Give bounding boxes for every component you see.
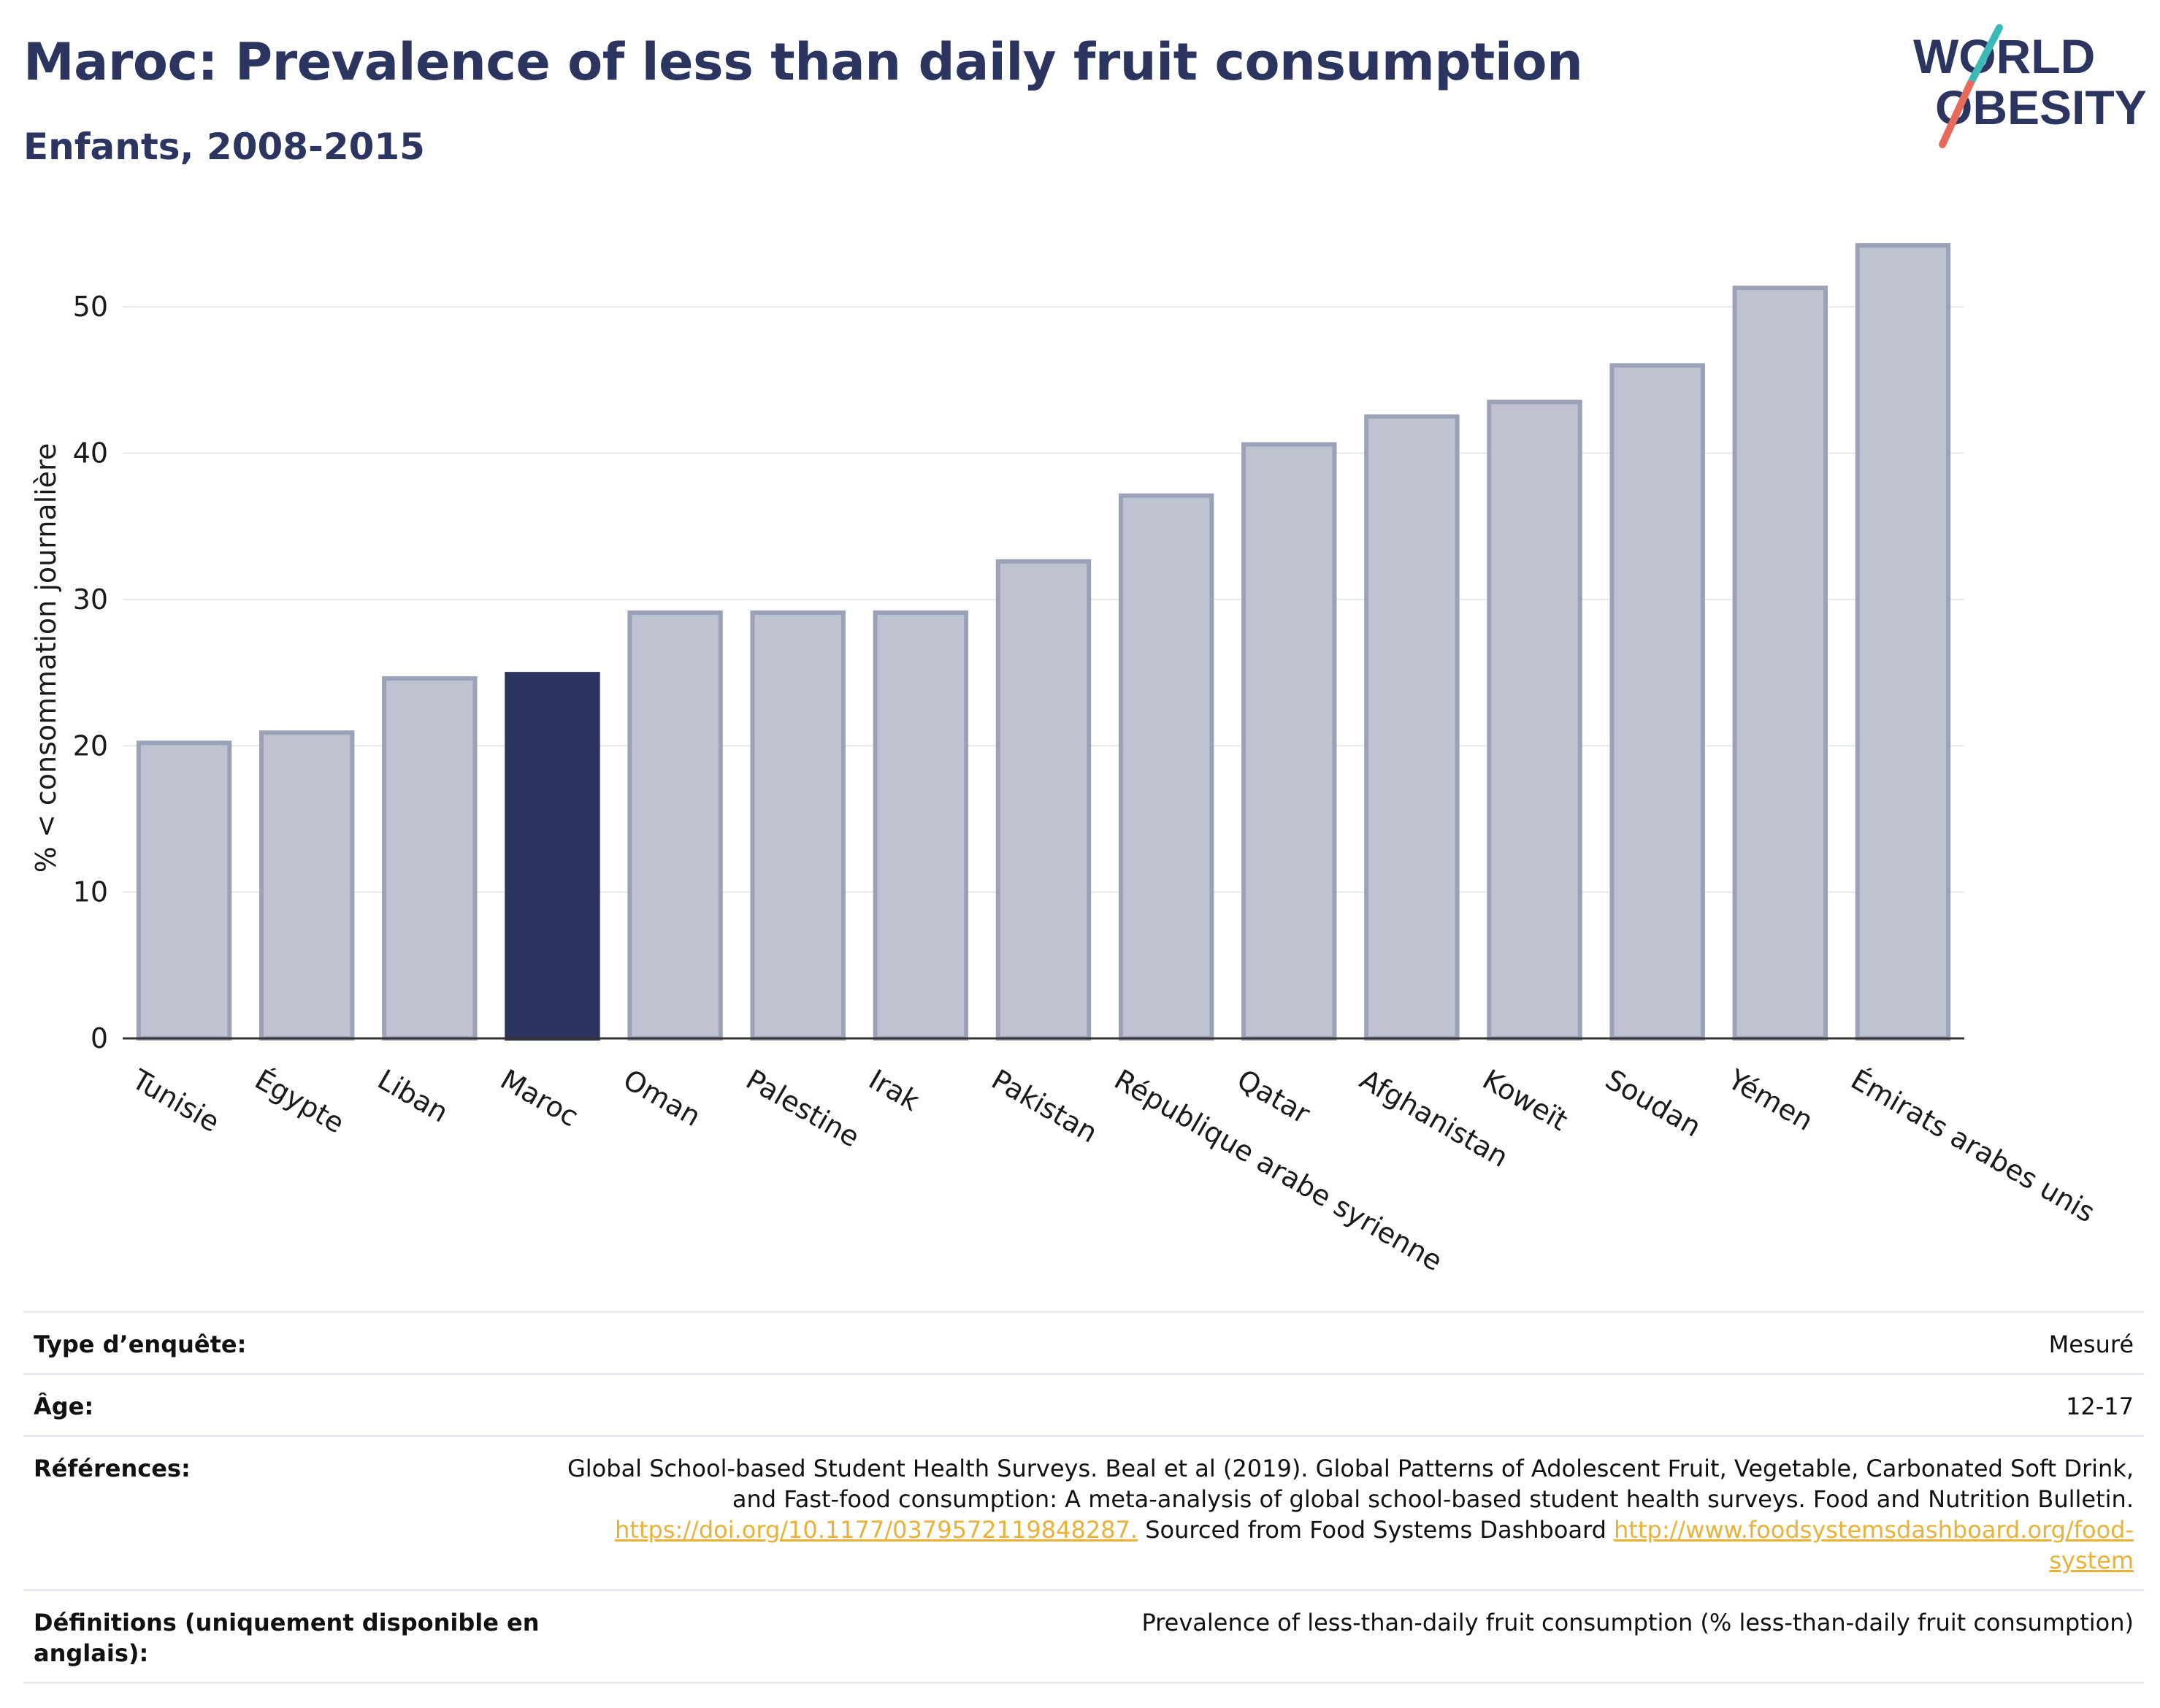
y-tick-label: 30	[73, 583, 108, 616]
bar-afghanistan	[1364, 414, 1460, 1041]
bar-irak	[873, 610, 969, 1041]
x-tick-labels: Tunisie Égypte Liban Maroc Oman PalestineIrak…	[126, 1062, 2101, 1277]
x-tick-label: Maroc	[495, 1063, 584, 1133]
doi-link[interactable]: https://doi.org/10.1177/0379572119848287…	[615, 1516, 1138, 1544]
x-tick-label: Yémen	[1722, 1062, 1818, 1137]
references-label: Références:	[34, 1455, 191, 1482]
bar-pakistan	[995, 559, 1092, 1041]
logo-slash-red	[1939, 80, 1974, 148]
definitions-label: Définitions (uniquement disponible en an…	[34, 1609, 540, 1667]
references-value: Global School-based Student Health Surve…	[564, 1453, 2134, 1576]
bar-yémen	[1732, 286, 1828, 1041]
x-tick-label: Qatar	[1232, 1063, 1316, 1130]
references-row: Références: Global School-based Student …	[23, 1435, 2144, 1589]
bar-oman	[627, 610, 723, 1041]
bar-palestine	[750, 610, 846, 1041]
logo-slash-teal	[1966, 24, 2003, 88]
y-tick-label: 50	[73, 291, 108, 323]
chart-subtitle: Enfants, 2008-2015	[23, 126, 425, 168]
y-tick-label: 40	[73, 437, 108, 470]
x-tick-label: Émirats arabes unis	[1845, 1063, 2100, 1229]
bar-koweït	[1487, 399, 1582, 1041]
bar-soudan	[1609, 363, 1705, 1041]
bar-qatar	[1241, 442, 1337, 1041]
definitions-value: Prevalence of less-than-daily fruit cons…	[1141, 1609, 2134, 1636]
chart-title: Maroc: Prevalence of less than daily fru…	[23, 32, 1583, 92]
survey-type-value: Mesuré	[2048, 1330, 2134, 1358]
age-label: Âge:	[34, 1393, 94, 1420]
x-tick-label: Égypte	[250, 1063, 350, 1140]
x-tick-label: Palestine	[740, 1063, 865, 1154]
references-text: Global School-based Student Health Surve…	[567, 1455, 2134, 1513]
x-tick-label: Pakistan	[987, 1063, 1103, 1149]
world-obesity-logo: WORLD OBESITY	[1913, 24, 2147, 148]
definitions-row: Définitions (uniquement disponible en an…	[23, 1589, 2144, 1684]
y-tick-labels: 0 10 20 30 40 50	[73, 291, 108, 1054]
logo-line1: WORLD	[1913, 29, 2095, 83]
references-source-text: Sourced from Food Systems Dashboard	[1145, 1516, 1606, 1544]
x-tick-label: Soudan	[1600, 1063, 1707, 1144]
bar-maroc	[505, 672, 600, 1041]
survey-type-label: Type d’enquête:	[34, 1330, 247, 1358]
y-tick-label: 0	[91, 1022, 108, 1054]
x-tick-label: Koweït	[1477, 1063, 1573, 1137]
age-row: Âge: 12-17	[23, 1373, 2144, 1435]
y-axis-label: % < consommation journalière	[30, 443, 62, 873]
x-tick-label: Tunisie	[126, 1062, 225, 1138]
bars	[136, 243, 1951, 1041]
bar-république-arabe-syrienne	[1118, 493, 1214, 1041]
bar-égypte	[258, 730, 355, 1041]
x-tick-label: Liban	[372, 1063, 453, 1129]
metadata-table: Type d’enquête: Mesuré Âge: 12-17 Référe…	[23, 1311, 2144, 1684]
bar-chart: 0 10 20 30 40 50 Tunisie Égypte Liban Maroc Oman P…	[30, 243, 2101, 1277]
age-value: 12-17	[2066, 1393, 2134, 1420]
bar-liban	[382, 676, 478, 1041]
bar-tunisie	[136, 740, 232, 1041]
y-tick-label: 10	[73, 876, 108, 908]
bar-émirats-arabes-unis	[1855, 243, 1951, 1041]
y-tick-label: 20	[73, 729, 108, 762]
x-tick-label: Oman	[618, 1063, 706, 1133]
x-tick-label: Irak	[863, 1063, 924, 1117]
survey-type-row: Type d’enquête: Mesuré	[23, 1311, 2144, 1373]
food-systems-link[interactable]: http://www.foodsystemsdashboard.org/food…	[1614, 1516, 2134, 1574]
